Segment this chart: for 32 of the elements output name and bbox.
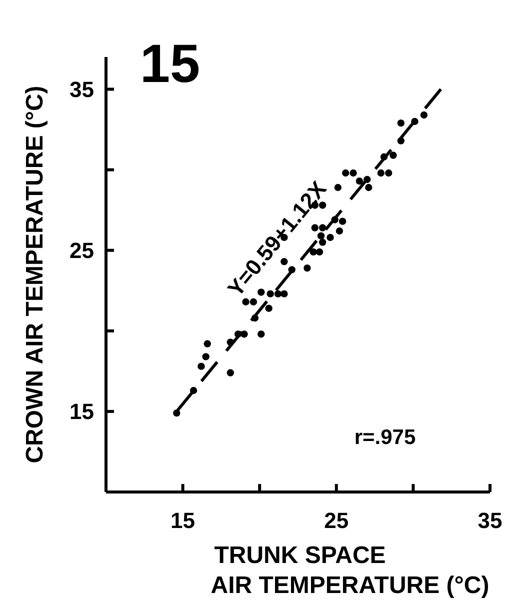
point xyxy=(356,177,364,185)
x-tick-label: 35 xyxy=(478,508,502,533)
point xyxy=(336,227,344,235)
point xyxy=(226,369,234,376)
point xyxy=(377,169,385,177)
point xyxy=(365,184,372,192)
point xyxy=(397,119,405,127)
x-tick-label: 15 xyxy=(170,508,196,533)
x-axis-title: TRUNK SPACE AIR TEMPERATURE (°C) xyxy=(210,542,490,599)
y-tick-label: 35 xyxy=(70,76,94,102)
y-axis-title: CROWN AIR TEMPERATURE (°C) xyxy=(21,86,48,464)
point xyxy=(202,353,210,360)
point xyxy=(242,298,250,306)
point xyxy=(420,111,428,119)
point xyxy=(385,169,392,177)
point xyxy=(338,218,346,225)
point xyxy=(265,304,272,312)
annotation: r=.975 xyxy=(354,426,416,449)
point xyxy=(250,298,258,306)
x-tick-label: 25 xyxy=(324,508,349,533)
chart-title: 15 xyxy=(140,34,200,94)
point xyxy=(198,362,205,370)
point xyxy=(326,234,334,242)
point xyxy=(350,169,357,177)
y-tick-label: 25 xyxy=(70,238,94,264)
point xyxy=(390,152,397,159)
point xyxy=(342,169,350,177)
point xyxy=(334,184,342,192)
point xyxy=(258,330,265,338)
point xyxy=(204,340,211,348)
point xyxy=(190,386,198,394)
y-tick-label: 15 xyxy=(70,399,94,424)
